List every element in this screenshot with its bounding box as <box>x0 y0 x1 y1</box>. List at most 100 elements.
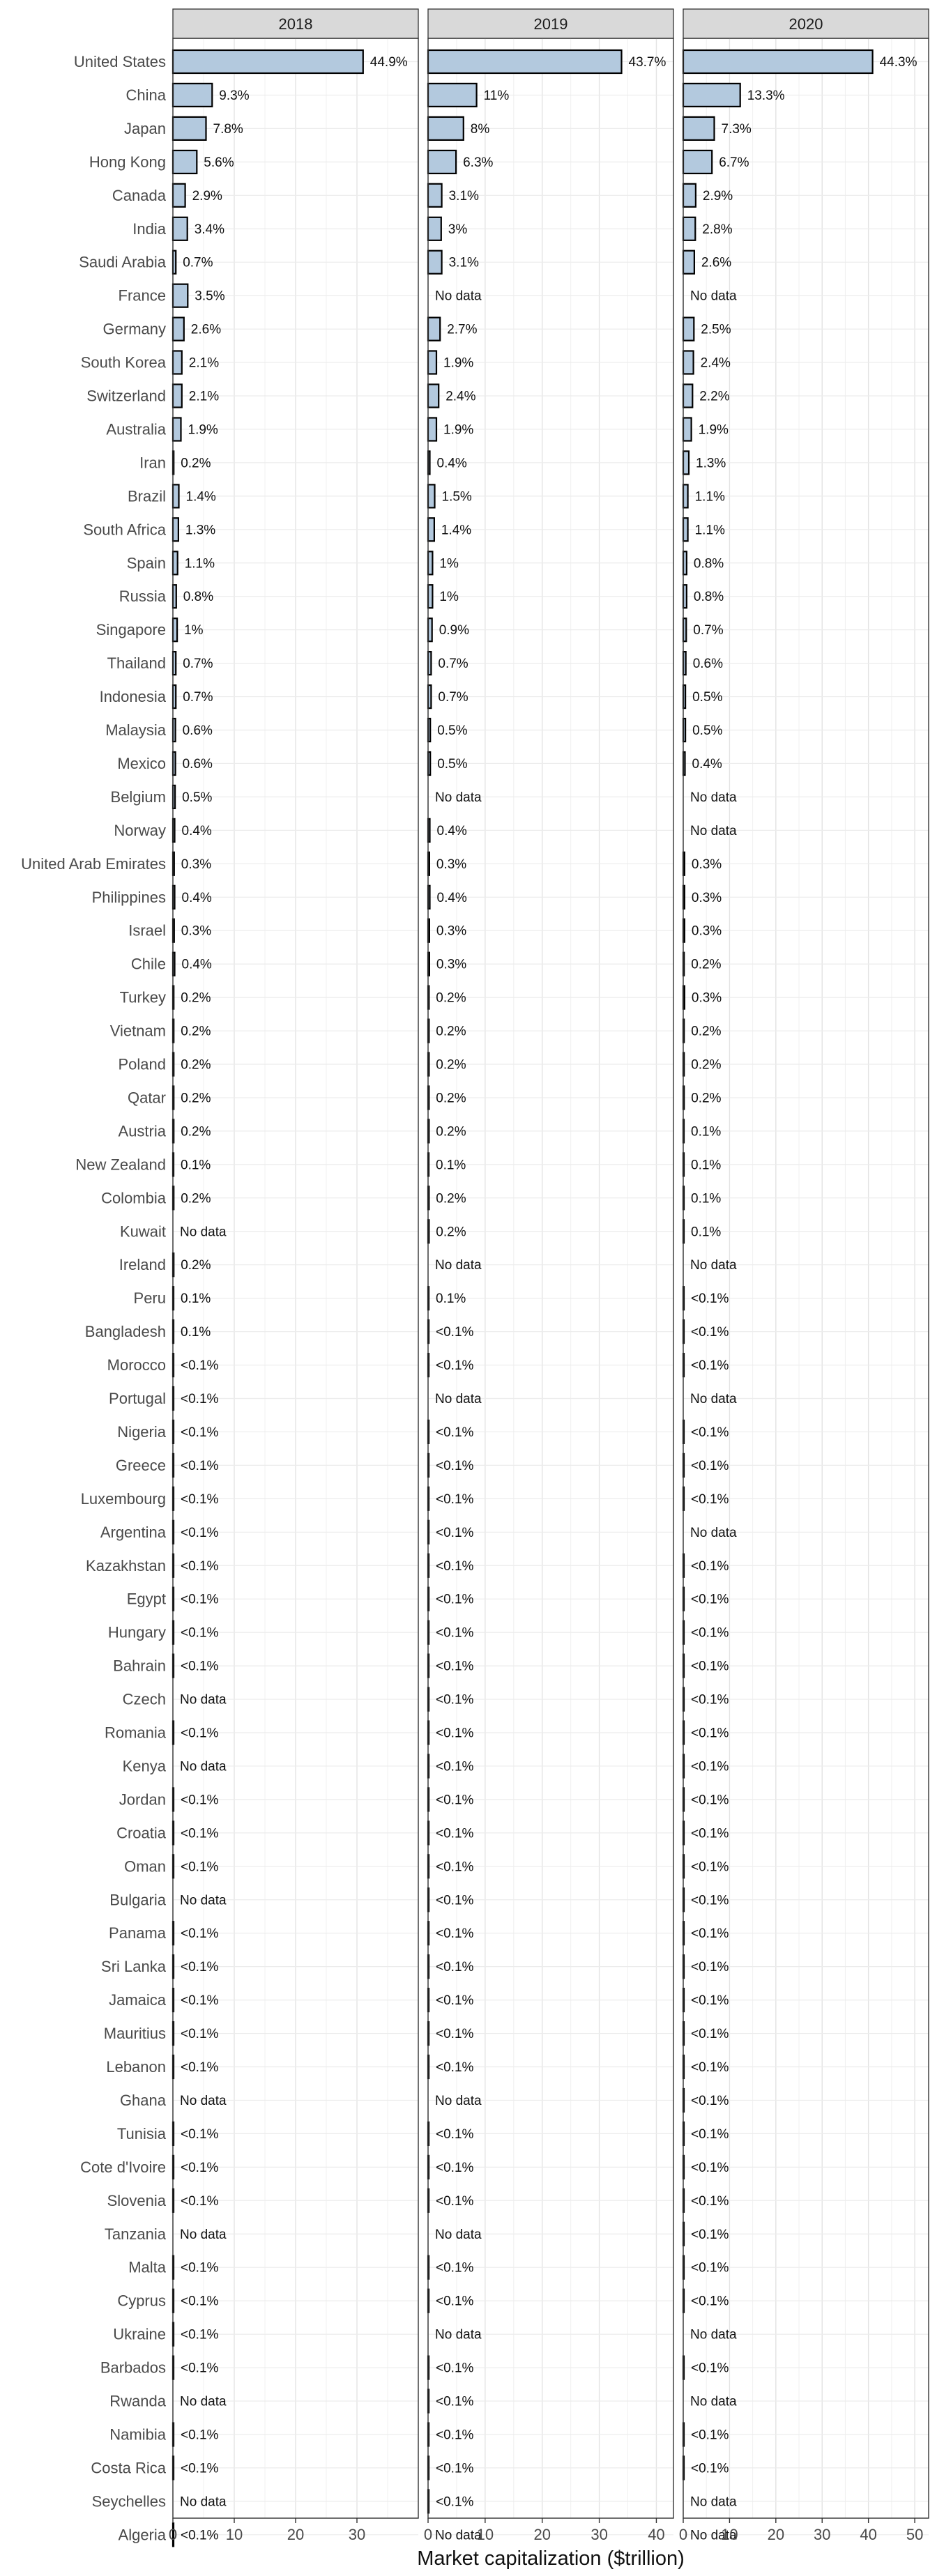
bar <box>172 149 198 174</box>
bar-value-label: 0.2% <box>181 1091 211 1106</box>
category-label: Nigeria <box>117 1423 166 1441</box>
bar <box>682 183 696 208</box>
bar-value-label: <0.1% <box>691 2294 729 2309</box>
bar-value-label: 0.3% <box>692 891 722 905</box>
category-label: Bangladesh <box>85 1323 166 1340</box>
bar-value-label: <0.1% <box>691 1358 729 1373</box>
bar-value-label: <0.1% <box>691 1492 729 1507</box>
bar-value-label: 0.7% <box>183 657 213 671</box>
category-label: Mauritius <box>104 2025 166 2042</box>
bar-value-label: <0.1% <box>436 2060 474 2075</box>
bar-value-label: 0.4% <box>692 757 722 772</box>
bar <box>682 316 695 342</box>
bar-value-label: 0.3% <box>181 857 211 872</box>
bar-value-label: <0.1% <box>691 1760 729 1774</box>
bar-value-label: 2.7% <box>447 323 477 337</box>
bar <box>682 250 695 275</box>
bar-value-label: No data <box>690 1526 737 1540</box>
bar-value-label: 0.2% <box>181 991 211 1006</box>
bar-value-label: 0.2% <box>436 1025 466 1039</box>
bar <box>172 618 178 643</box>
bar-value-label: No data <box>180 2494 227 2509</box>
bar <box>682 350 694 375</box>
bar-value-label: 0.1% <box>691 1225 721 1239</box>
bar-value-label: 3.4% <box>195 222 224 237</box>
category-label: Oman <box>124 1857 166 1875</box>
bar <box>172 417 182 442</box>
bar-value-label: <0.1% <box>436 1960 474 1975</box>
bar-value-label: 0.8% <box>183 590 213 604</box>
category-label: South Africa <box>83 521 166 538</box>
bar-value-label: 0.2% <box>691 958 721 972</box>
facet-strip <box>172 8 419 39</box>
bar-value-label: <0.1% <box>436 2294 474 2309</box>
bar-value-label: <0.1% <box>691 1826 729 1841</box>
bar-value-label: <0.1% <box>181 1826 219 1841</box>
bar-value-label: 0.1% <box>691 1191 721 1206</box>
bar-value-label: 44.3% <box>880 55 917 70</box>
bar-value-label: <0.1% <box>691 1559 729 1574</box>
category-label: Kenya <box>123 1758 167 1775</box>
bar-value-label: <0.1% <box>691 2161 729 2175</box>
bar <box>682 383 694 408</box>
bar <box>682 450 690 475</box>
category-label: India <box>132 220 166 238</box>
bar-value-label: No data <box>690 790 737 805</box>
panel-2020: 2020 44.3% 13.3% 7.3% 6.7% 2.9% 2.8% 2.6% No dat… <box>679 8 929 2543</box>
category-label: Peru <box>134 1289 166 1307</box>
bar <box>427 183 443 208</box>
category-label: Morocco <box>107 1356 166 1374</box>
x-axis-title: Market capitalization ($trillion) <box>417 2547 685 2570</box>
bar <box>427 551 434 576</box>
bar-value-label: <0.1% <box>691 2428 729 2443</box>
facet-strip-label: 2019 <box>534 15 568 33</box>
bar-value-label: <0.1% <box>691 1693 729 1708</box>
category-label: Croatia <box>116 1824 167 1841</box>
bar-value-label: <0.1% <box>691 1325 729 1340</box>
bar-value-label: No data <box>435 289 482 304</box>
bar-value-label: 0.2% <box>181 456 211 470</box>
bar-value-label: <0.1% <box>181 1459 219 1473</box>
bar-value-label: 43.7% <box>629 55 666 70</box>
bar-value-label: <0.1% <box>436 1993 474 2008</box>
bar-value-label: 0.2% <box>436 991 466 1006</box>
bar-value-label: No data <box>690 1258 737 1273</box>
category-label: Jamaica <box>109 1991 167 2009</box>
bar <box>682 551 688 576</box>
category-label: Luxembourg <box>81 1490 166 1508</box>
category-label: Malta <box>128 2259 167 2276</box>
category-label: Australia <box>106 421 166 438</box>
bar-value-label: <0.1% <box>181 2194 219 2209</box>
category-label: Tanzania <box>105 2225 167 2243</box>
category-label: Seychelles <box>92 2492 166 2510</box>
bar-value-label: 0.6% <box>693 657 723 671</box>
bar <box>427 149 457 174</box>
bar-value-label: 6.7% <box>719 155 749 170</box>
bar-value-label: No data <box>435 2328 482 2343</box>
category-label: Ireland <box>119 1256 166 1273</box>
category-label: Cyprus <box>117 2292 166 2310</box>
category-label: Cote d'Ivoire <box>80 2159 166 2176</box>
bar-value-label: 0.5% <box>692 690 722 705</box>
bar <box>427 250 443 275</box>
bar-value-label: <0.1% <box>436 1793 474 1807</box>
bar <box>172 584 177 609</box>
bar <box>427 618 433 643</box>
bar-value-label: 0.2% <box>181 1124 211 1139</box>
bar-value-label: 0.1% <box>436 1291 466 1306</box>
bar-value-label: <0.1% <box>181 1559 219 1574</box>
bar-value-label: <0.1% <box>691 2027 729 2041</box>
category-label: United States <box>74 53 166 70</box>
bar-value-label: 6.3% <box>463 155 493 170</box>
facet-strip-label: 2020 <box>789 15 823 33</box>
panel-2019: 2019 43.7% 11% 8% 6.3% 3.1% 3% 3.1% No data 2.7% 1… <box>424 8 674 2543</box>
bar <box>682 216 696 241</box>
bar-value-label: 0.8% <box>694 556 724 571</box>
bar-value-label: 0.2% <box>691 1025 721 1039</box>
bar-value-label: <0.1% <box>181 2294 219 2309</box>
facet-strip <box>683 8 929 39</box>
bar-value-label: <0.1% <box>436 2494 474 2509</box>
bar-value-label: <0.1% <box>181 1626 219 1641</box>
bar-value-label: No data <box>690 289 737 304</box>
category-label: Russia <box>119 588 167 605</box>
